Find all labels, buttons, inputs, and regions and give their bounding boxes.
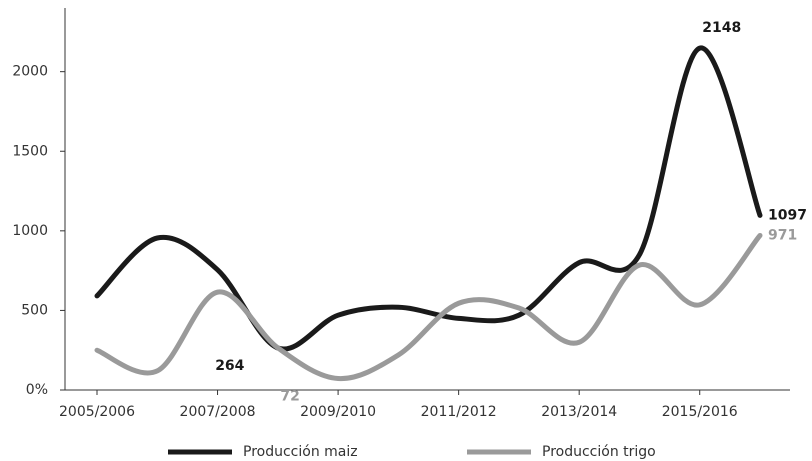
data-label: 971 (768, 227, 797, 243)
y-tick-label: 0% (26, 382, 48, 398)
series-line (94, 45, 763, 352)
x-tick-label: 2005/2006 (59, 404, 135, 420)
x-tick-label: 2007/2008 (180, 404, 256, 420)
data-label: 264 (215, 358, 244, 374)
data-label: 2148 (702, 20, 741, 36)
x-tick-label: 2013/2014 (541, 404, 617, 420)
series-line (94, 232, 763, 382)
x-tick-label: 2009/2010 (300, 404, 376, 420)
data-label: 72 (280, 389, 299, 405)
x-tick-label: 2011/2012 (421, 404, 497, 420)
x-tick-label: 2015/2016 (662, 404, 738, 420)
data-label: 1097 (768, 207, 807, 223)
legend-label: Producción trigo (542, 444, 656, 460)
y-tick-label: 500 (21, 302, 48, 318)
y-tick-label: 1500 (12, 143, 48, 159)
y-tick-label: 2000 (12, 64, 48, 80)
legend-label: Producción maiz (243, 444, 358, 460)
y-tick-label: 1000 (12, 223, 48, 239)
